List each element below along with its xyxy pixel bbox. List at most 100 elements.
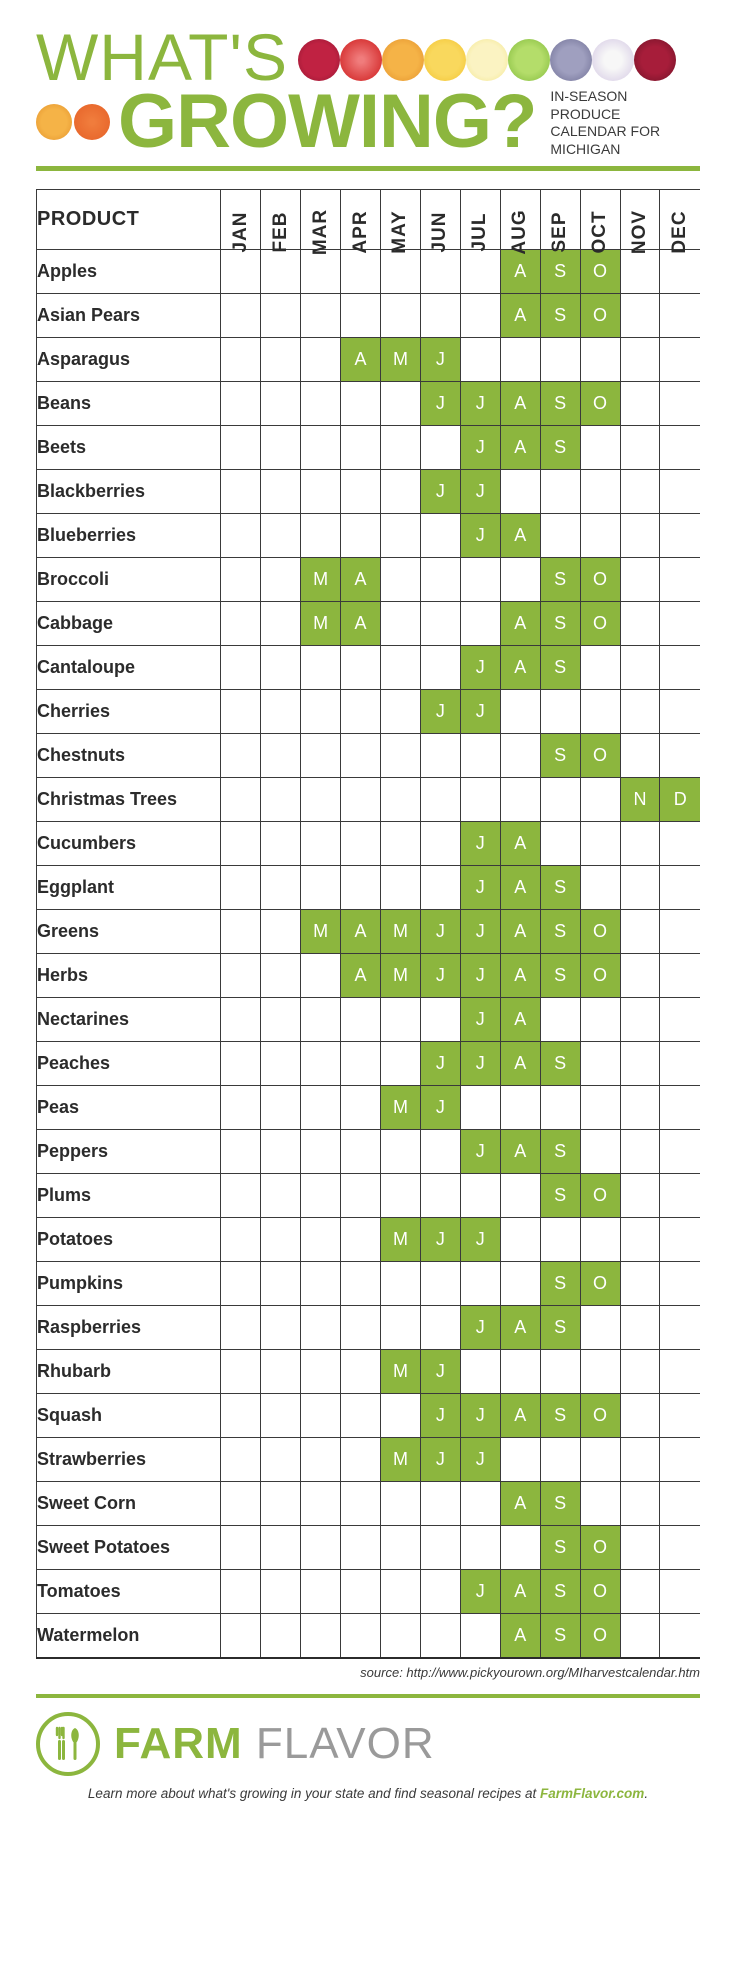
month-cell (221, 910, 261, 954)
month-cell: S (540, 294, 580, 338)
month-cell (420, 1262, 460, 1306)
source-text: source: http://www.pickyourown.org/MIhar… (36, 1665, 700, 1680)
month-cell (500, 1526, 540, 1570)
month-cell: J (460, 1042, 500, 1086)
month-cell (341, 1482, 381, 1526)
month-cell (580, 1306, 620, 1350)
month-cell (380, 1482, 420, 1526)
month-cell (500, 690, 540, 734)
month-cell: M (301, 910, 341, 954)
month-cell (380, 1130, 420, 1174)
month-cell (341, 690, 381, 734)
month-cell (620, 250, 660, 294)
month-cell (221, 690, 261, 734)
month-cell: N (620, 778, 660, 822)
product-name: Beans (37, 382, 221, 426)
month-cell (221, 734, 261, 778)
month-cell (261, 1350, 301, 1394)
month-cell: A (500, 646, 540, 690)
month-cell: J (460, 514, 500, 558)
month-cell (580, 470, 620, 514)
month-cell (221, 558, 261, 602)
month-cell (221, 1174, 261, 1218)
month-cell: A (500, 954, 540, 998)
month-cell (221, 250, 261, 294)
month-cell (420, 646, 460, 690)
month-cell (540, 338, 580, 382)
month-cell (460, 338, 500, 382)
table-row: CucumbersJA (37, 822, 701, 866)
month-cell (380, 734, 420, 778)
month-cell (261, 1570, 301, 1614)
brand-flavor: FLAVOR (243, 1719, 435, 1768)
month-cell (380, 1262, 420, 1306)
table-row: NectarinesJA (37, 998, 701, 1042)
month-cell (580, 426, 620, 470)
month-header: JAN (221, 190, 261, 250)
table-row: Sweet PotatoesSO (37, 1526, 701, 1570)
month-cell: A (500, 514, 540, 558)
product-name: Pumpkins (37, 1262, 221, 1306)
month-cell (261, 954, 301, 998)
calendar-table: PRODUCT JANFEBMARAPRMAYJUNJULAUGSEPOCTNO… (36, 189, 700, 1659)
month-cell: A (500, 250, 540, 294)
table-row: ApplesASO (37, 250, 701, 294)
month-cell (580, 338, 620, 382)
month-header: APR (341, 190, 381, 250)
month-cell (261, 1306, 301, 1350)
month-cell (460, 1482, 500, 1526)
month-cell (380, 602, 420, 646)
month-cell: M (380, 1438, 420, 1482)
month-cell (221, 1262, 261, 1306)
month-cell (341, 294, 381, 338)
month-cell (620, 1306, 660, 1350)
month-cell (420, 778, 460, 822)
table-row: CherriesJJ (37, 690, 701, 734)
month-cell (341, 778, 381, 822)
table-row: RaspberriesJAS (37, 1306, 701, 1350)
header-row: PRODUCT JANFEBMARAPRMAYJUNJULAUGSEPOCTNO… (37, 190, 701, 250)
month-cell (261, 998, 301, 1042)
month-cell (341, 250, 381, 294)
month-cell (500, 470, 540, 514)
month-cell: J (420, 954, 460, 998)
month-cell (620, 1350, 660, 1394)
month-cell: J (460, 866, 500, 910)
product-header: PRODUCT (37, 190, 221, 250)
month-cell (660, 1086, 700, 1130)
month-cell: J (420, 690, 460, 734)
table-row: BroccoliMASO (37, 558, 701, 602)
month-cell: A (500, 910, 540, 954)
month-cell (580, 1350, 620, 1394)
month-cell (660, 514, 700, 558)
month-cell (540, 1218, 580, 1262)
month-cell (660, 1570, 700, 1614)
month-cell (341, 1086, 381, 1130)
month-cell: A (500, 822, 540, 866)
month-cell: A (500, 1394, 540, 1438)
month-cell (580, 822, 620, 866)
month-cell (301, 1482, 341, 1526)
month-cell (380, 1526, 420, 1570)
month-cell: S (540, 1482, 580, 1526)
table-row: GreensMAMJJASO (37, 910, 701, 954)
product-name: Christmas Trees (37, 778, 221, 822)
month-cell (660, 470, 700, 514)
month-cell: J (460, 910, 500, 954)
product-name: Potatoes (37, 1218, 221, 1262)
month-cell (660, 822, 700, 866)
month-cell (660, 1218, 700, 1262)
month-cell (620, 1482, 660, 1526)
month-cell (500, 558, 540, 602)
month-cell (341, 514, 381, 558)
footer-note-pre: Learn more about what's growing in your … (88, 1786, 540, 1801)
month-cell (380, 1174, 420, 1218)
month-cell (341, 1306, 381, 1350)
month-cell (380, 690, 420, 734)
month-cell (500, 1350, 540, 1394)
month-cell (221, 1526, 261, 1570)
month-cell: O (580, 1174, 620, 1218)
month-cell (580, 1086, 620, 1130)
month-cell (301, 338, 341, 382)
month-cell (580, 514, 620, 558)
